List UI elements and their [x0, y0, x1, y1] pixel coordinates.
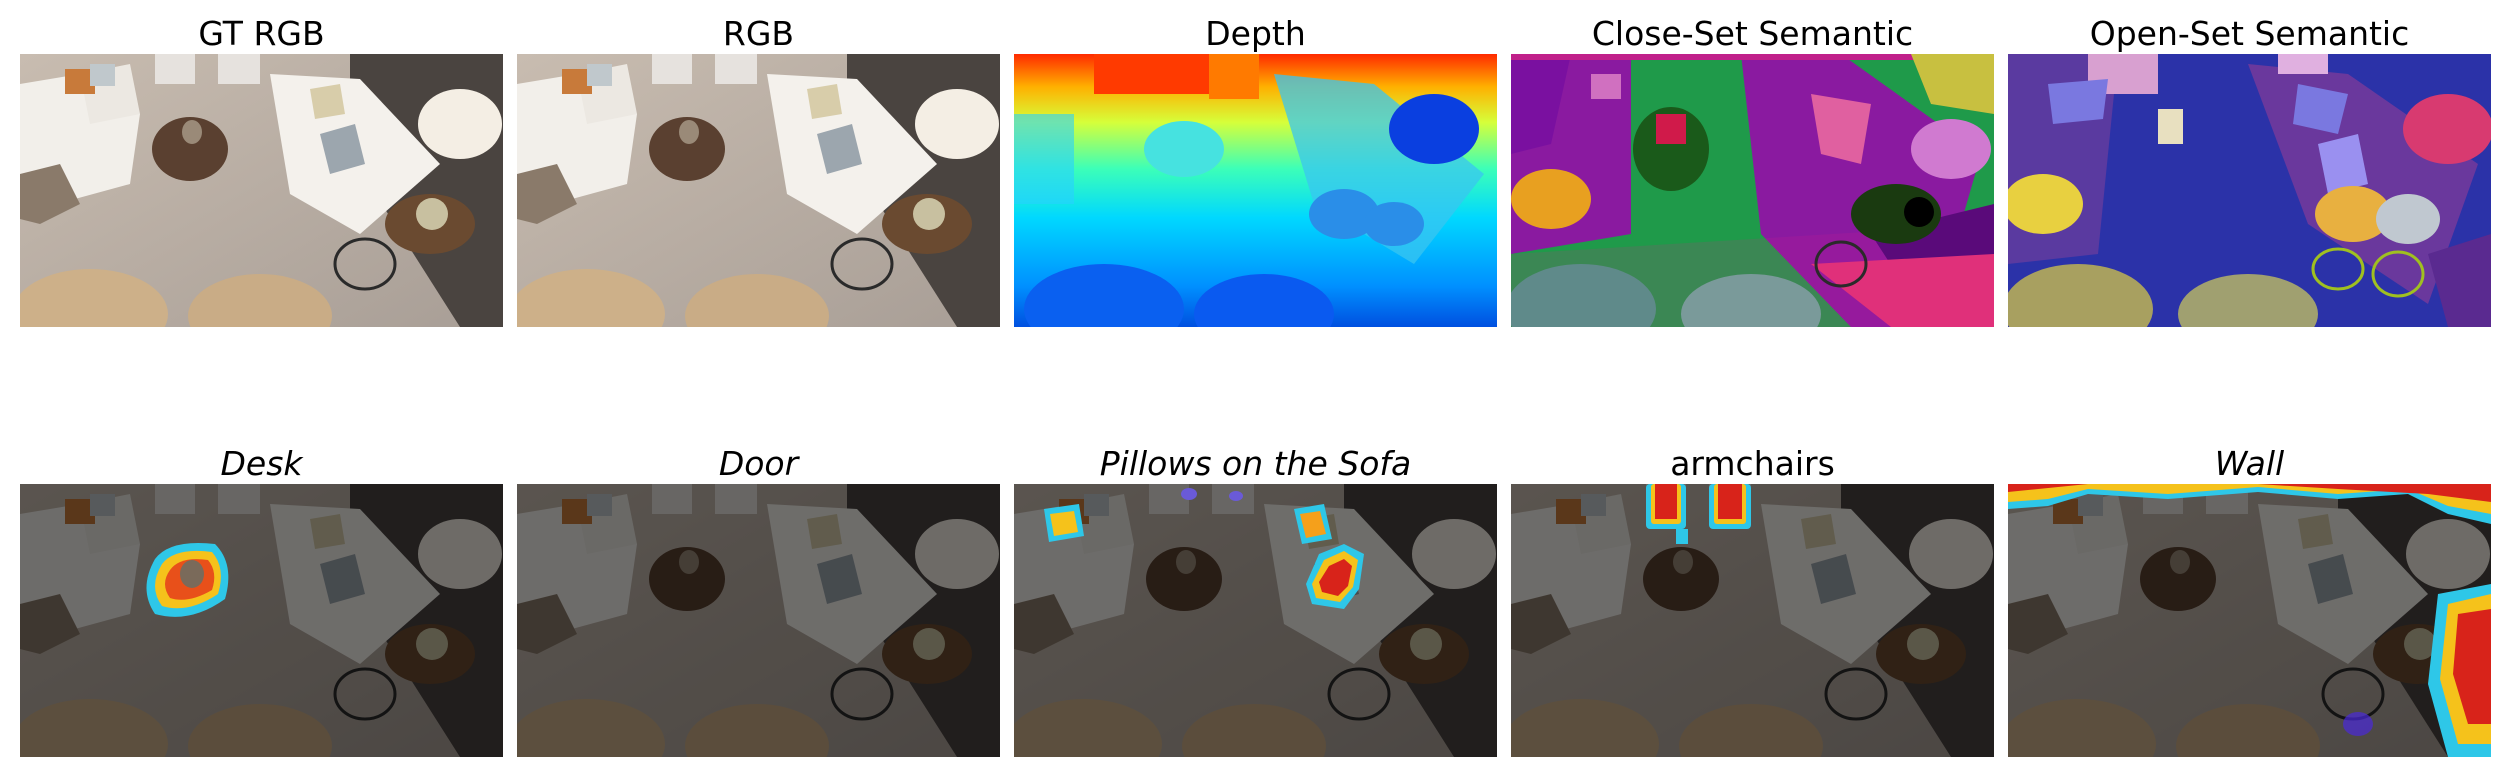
rgb-image [517, 54, 1000, 327]
panel-title: armchairs [1670, 444, 1835, 483]
panel-title: Pillows on the Sofa [1099, 444, 1412, 483]
panel-title: Door [718, 444, 799, 483]
armchairs-relevancy-image [1511, 484, 1994, 757]
panel-title: Open-Set Semantic [2089, 14, 2410, 53]
gt-rgb-image [20, 54, 503, 327]
pillows-relevancy-image [1014, 484, 1497, 757]
door-relevancy-image [517, 484, 1000, 757]
panel-title: Desk [220, 444, 303, 483]
panel-title: GT RGB [198, 14, 325, 53]
panel-title: Close-Set Semantic [1591, 14, 1914, 53]
panel-title: RGB [722, 14, 795, 53]
close-set-semantic-image [1511, 54, 1994, 327]
wall-relevancy-image [2008, 484, 2491, 757]
depth-image [1014, 54, 1497, 327]
desk-relevancy-image [20, 484, 503, 757]
panel-title: Wall [2214, 444, 2285, 483]
open-set-semantic-image [2008, 54, 2491, 327]
panel-title: Depth [1205, 14, 1306, 53]
